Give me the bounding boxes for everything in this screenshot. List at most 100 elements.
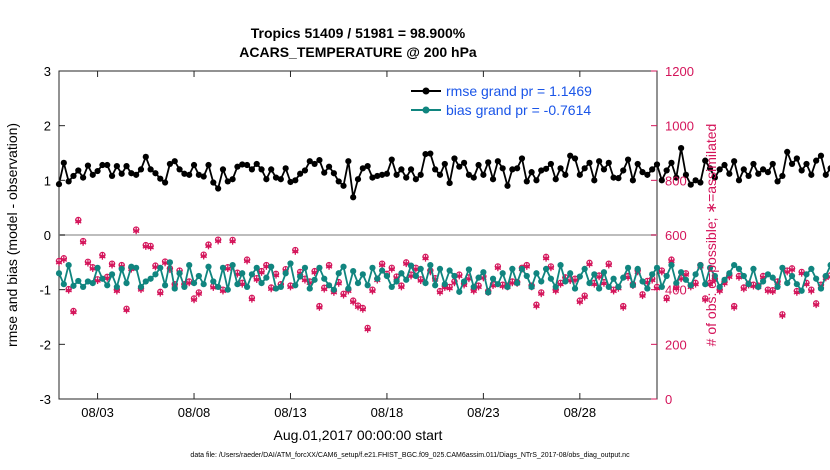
bias-point [726,270,733,277]
bias-point [764,271,772,278]
rmse-point [219,166,227,173]
bias-point [277,283,284,291]
bias-point [268,263,275,270]
y-tick-label: -2 [39,337,51,352]
rmse-point [70,172,77,180]
rmse-point [272,174,280,181]
bias-point [673,280,680,287]
obs-assimilated-point [663,295,670,303]
obs-assimilated-point [132,227,140,235]
bias-point [480,269,487,276]
bias-point [813,275,820,282]
rmse-point [282,165,289,172]
obs-assimilated-point [325,263,333,270]
y2-tick-label: 800 [665,173,687,188]
bias-point [557,261,564,269]
rmse-point [84,162,92,169]
bias-point [639,278,646,285]
rmse-point [321,169,328,176]
bias-point [186,261,193,269]
obs-assimilated-point [195,290,203,298]
rmse-point [407,166,415,173]
bias-point [576,273,583,280]
obs-assimilated-point [108,261,116,269]
y-tick-label: -1 [39,283,51,298]
bias-point [80,283,87,291]
bias-point [190,280,198,287]
rmse-point [504,182,511,189]
bias-point [258,280,265,287]
bias-point [282,270,289,277]
bias-point [798,287,805,294]
rmse-point [268,166,275,173]
obs-assimilated-point [60,256,68,263]
bias-point [142,278,149,285]
obs-assimilated-point [537,290,545,298]
rmse-point [528,169,535,176]
bias-point [70,282,77,289]
rmse-point [706,165,714,172]
bias-point [330,286,337,293]
rmse-point [538,167,545,174]
obs-assimilated-point [349,298,357,306]
bias-point [239,270,246,277]
rmse-point [152,170,159,177]
bias-point [456,288,463,295]
rmse-point [567,152,574,159]
rmse-point [157,175,164,182]
y-tick-label: 0 [44,228,51,243]
rmse-point [509,166,516,173]
bias-point [219,264,227,271]
bias-point [417,265,424,272]
rmse-point [297,170,304,177]
bias-point [774,283,781,291]
rmse-point [813,157,820,164]
rmse-point [542,165,550,172]
obs-assimilated-point [600,279,608,287]
bias-point [788,272,796,280]
bias-point [562,278,569,285]
bias-point [682,276,690,283]
rmse-point [620,167,627,174]
bias-point [485,289,492,296]
bias-point [721,276,728,283]
bias-point [586,280,593,287]
rmse-point [774,178,781,185]
rmse-point [364,163,371,170]
obs-assimilated-point [388,265,396,273]
rmse-point [311,160,318,168]
bias-point [668,261,675,269]
rmse-point [89,171,96,178]
rmse-point [181,170,188,177]
rmse-point [60,159,67,166]
rmse-point [489,176,497,183]
obs-assimilated-point [788,266,796,274]
bias-point [89,280,96,287]
bias-point [133,264,140,271]
obs-assimilated-point [205,242,212,250]
bias-point [514,280,521,287]
rmse-point [822,171,829,178]
bias-point [359,271,366,278]
rmse-point [94,167,101,175]
rmse-point [514,165,521,172]
bias-point [644,285,651,292]
bias-point [311,276,318,283]
rmse-point [716,166,723,173]
rmse-point [682,171,690,178]
obs-assimilated-point [292,248,299,255]
rmse-point [195,171,202,178]
rmse-point [128,170,135,177]
bias-point [99,275,106,282]
rmse-point [721,161,728,169]
rmse-point [374,172,381,180]
bias-point [509,265,516,272]
bias-point [393,278,400,285]
bias-point [234,281,241,288]
bias-point [253,264,260,271]
bias-point [354,280,362,287]
rmse-point [740,166,747,173]
bias-point [634,265,641,272]
obs-assimilated-point [417,277,424,285]
rmse-point [697,179,704,186]
